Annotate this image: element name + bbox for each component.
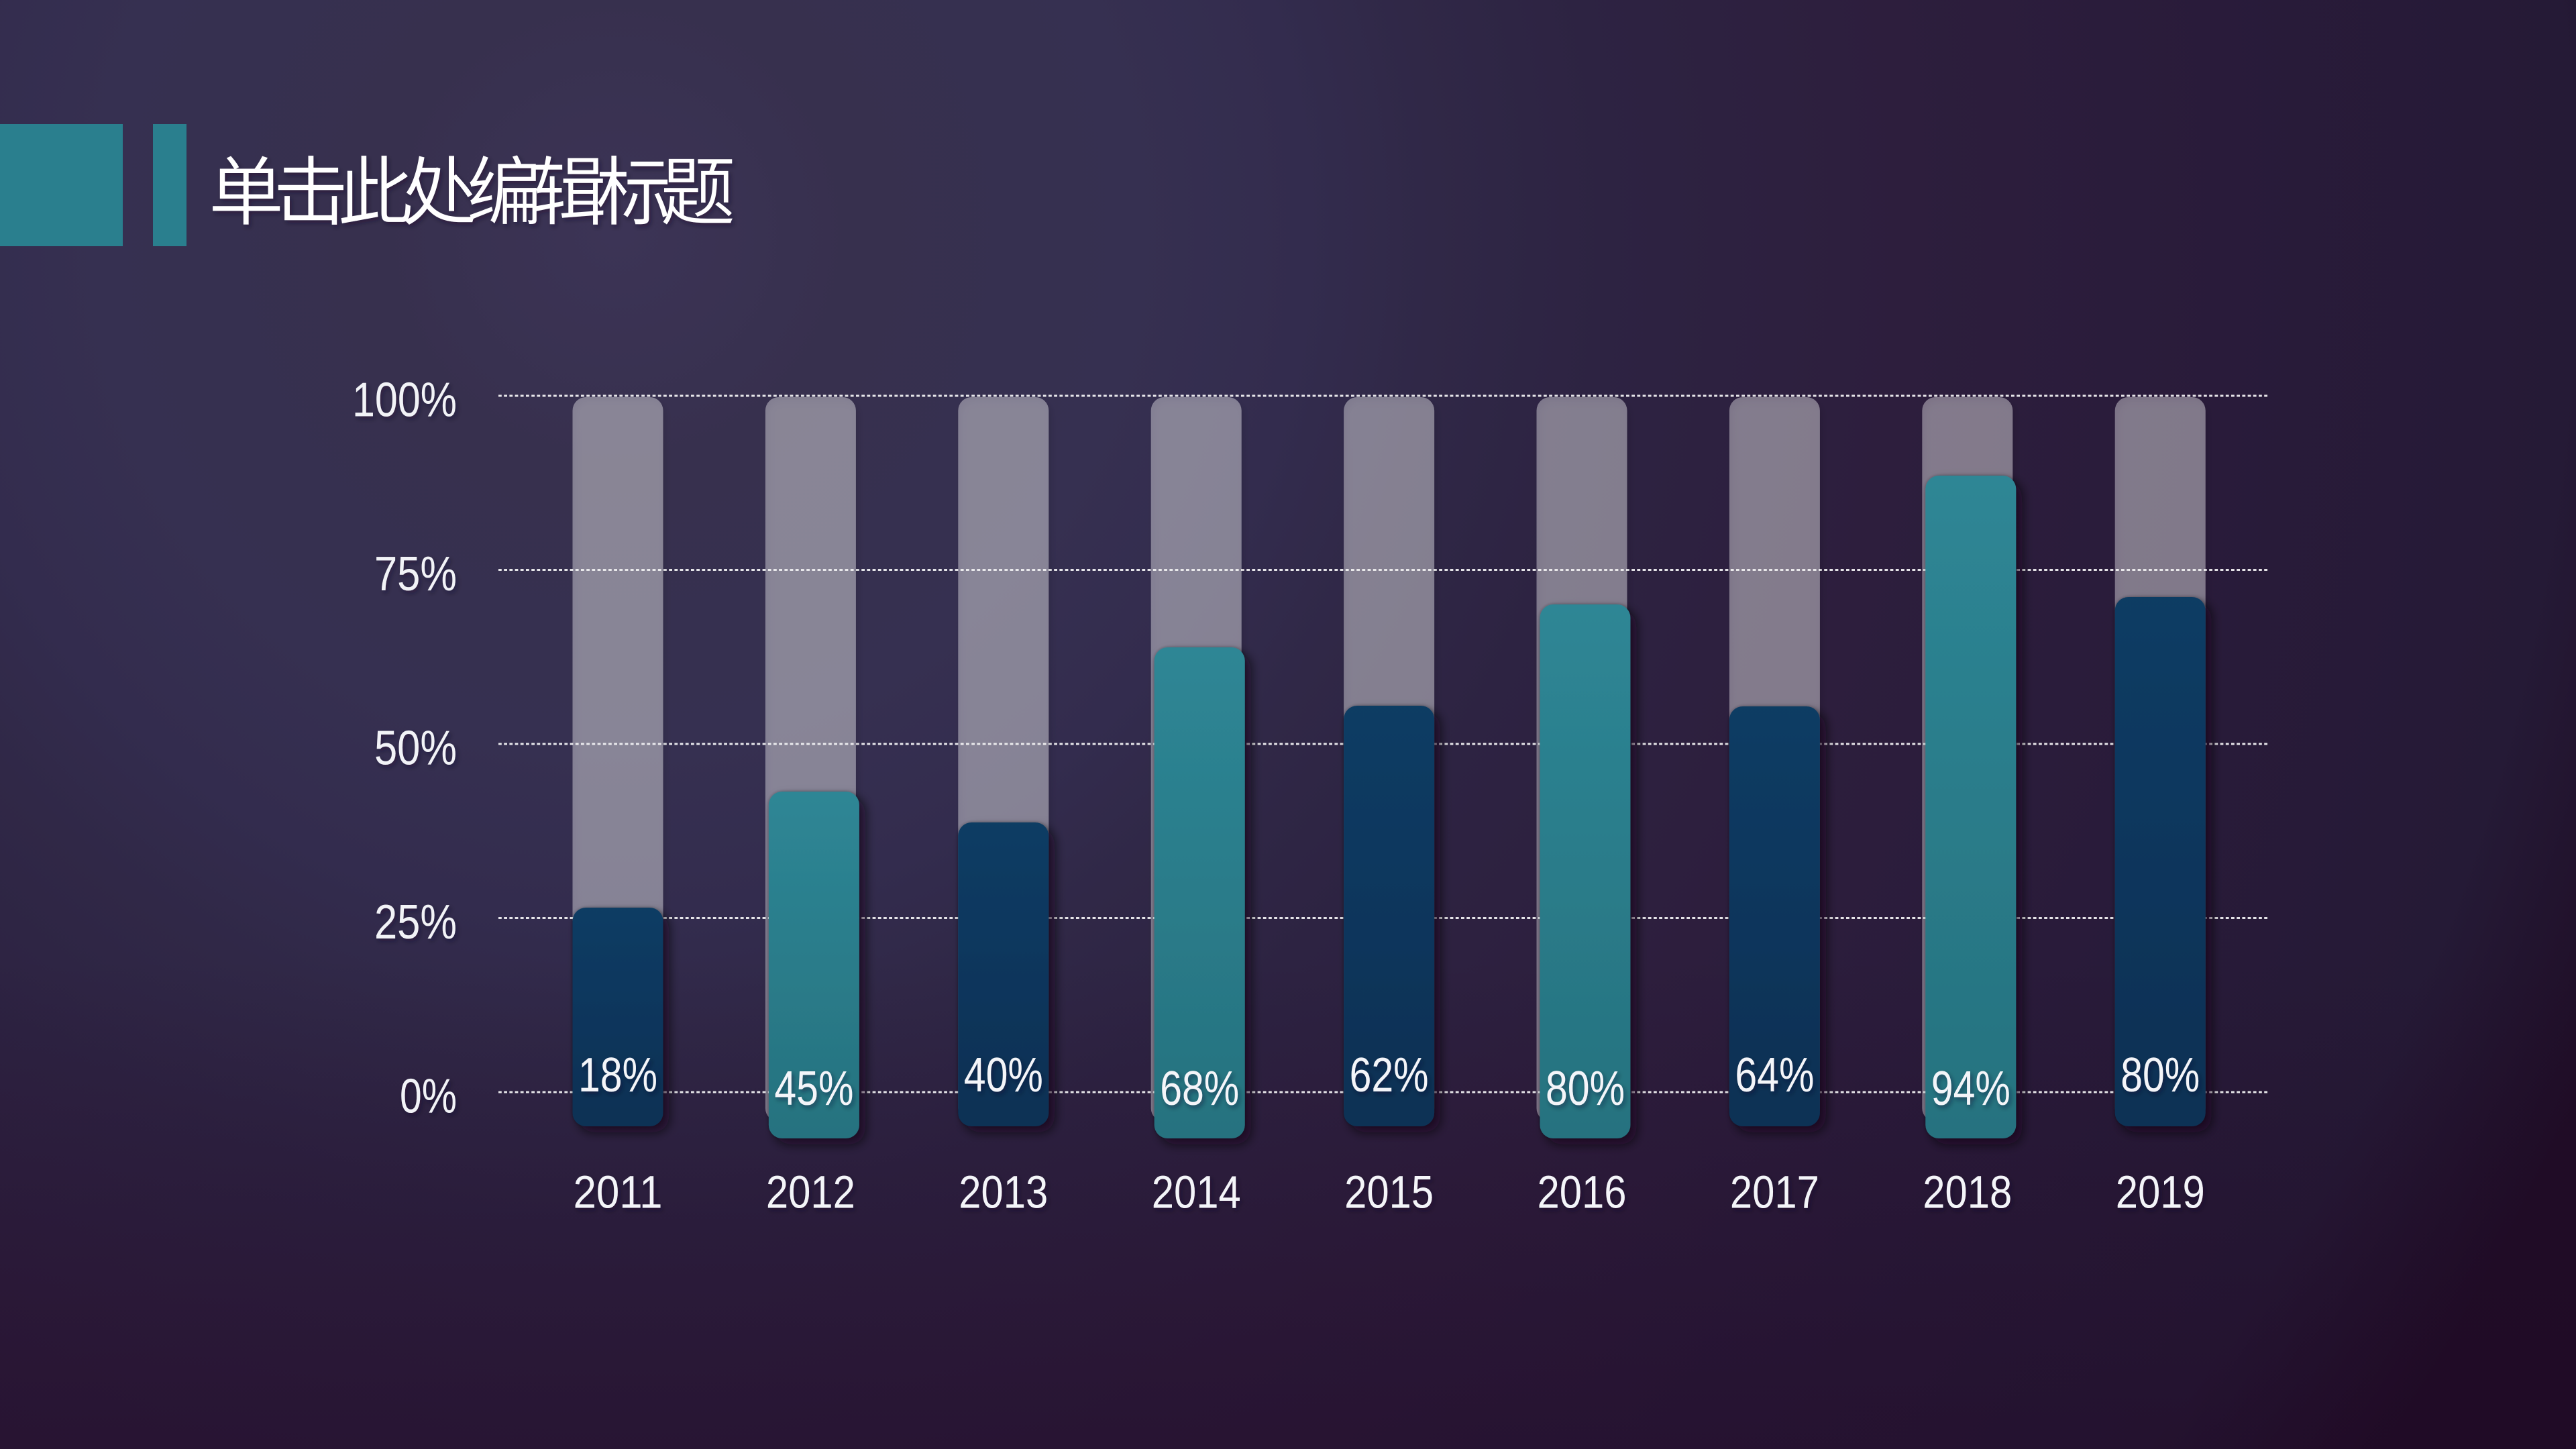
svg-text:75%: 75% — [374, 547, 457, 601]
svg-text:68%: 68% — [1160, 1062, 1239, 1116]
svg-text:2014: 2014 — [1152, 1167, 1241, 1218]
svg-text:64%: 64% — [1735, 1049, 1814, 1102]
svg-text:2017: 2017 — [1730, 1167, 1819, 1218]
svg-text:2011: 2011 — [574, 1167, 663, 1218]
svg-text:2019: 2019 — [2116, 1167, 2205, 1218]
svg-text:25%: 25% — [374, 896, 457, 949]
svg-text:18%: 18% — [578, 1049, 657, 1102]
svg-text:50%: 50% — [374, 722, 457, 775]
svg-text:80%: 80% — [1546, 1062, 1625, 1116]
svg-text:94%: 94% — [1931, 1062, 2010, 1116]
svg-text:80%: 80% — [2121, 1049, 2200, 1102]
svg-text:2015: 2015 — [1344, 1167, 1434, 1218]
svg-text:100%: 100% — [352, 374, 457, 427]
svg-text:2016: 2016 — [1538, 1167, 1627, 1218]
svg-text:45%: 45% — [774, 1062, 853, 1116]
svg-text:0%: 0% — [400, 1070, 457, 1124]
svg-text:62%: 62% — [1350, 1049, 1429, 1102]
svg-text:2018: 2018 — [1923, 1167, 2012, 1218]
svg-text:2013: 2013 — [959, 1167, 1048, 1218]
svg-text:40%: 40% — [964, 1049, 1043, 1102]
svg-text:2012: 2012 — [766, 1167, 855, 1218]
